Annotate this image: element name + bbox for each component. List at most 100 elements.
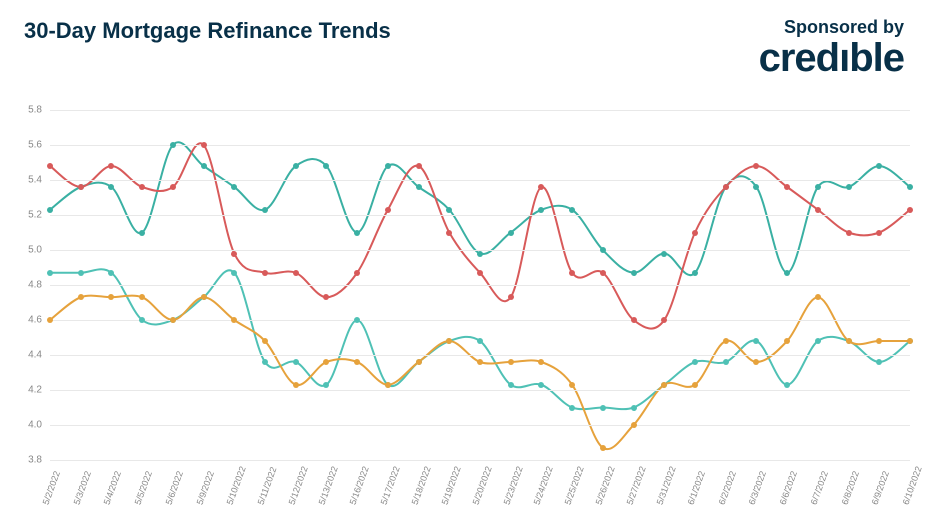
data-point [139,294,145,300]
gridline [50,215,910,216]
data-point [569,207,575,213]
data-point [446,230,452,236]
data-point [47,207,53,213]
data-point [293,359,299,365]
series-line-series-d [50,296,910,450]
x-tick-label: 5/18/2022 [409,465,432,506]
x-tick-label: 5/24/2022 [532,465,555,506]
y-tick-label: 4.8 [28,280,42,291]
data-point [631,405,637,411]
y-tick-label: 4.2 [28,385,42,396]
y-tick-label: 5.0 [28,245,42,256]
data-point [815,207,821,213]
data-point [78,294,84,300]
x-tick-label: 5/17/2022 [378,465,401,506]
x-tick-label: 5/3/2022 [71,470,92,506]
data-point [876,230,882,236]
data-point [262,338,268,344]
data-point [231,270,237,276]
data-point [323,163,329,169]
data-point [201,163,207,169]
data-point [293,270,299,276]
x-tick-label: 5/20/2022 [471,465,494,506]
sponsor-block: Sponsored by credıble [759,18,904,79]
y-tick-label: 5.4 [28,175,42,186]
x-tick-label: 5/31/2022 [655,465,678,506]
data-point [139,184,145,190]
data-point [600,445,606,451]
x-tick-label: 5/25/2022 [563,465,586,506]
data-point [293,163,299,169]
data-point [231,251,237,257]
data-point [815,338,821,344]
x-tick-label: 5/6/2022 [163,470,184,506]
data-point [692,382,698,388]
data-point [815,294,821,300]
y-tick-label: 4.0 [28,420,42,431]
x-tick-label: 5/10/2022 [225,465,248,506]
data-point [723,359,729,365]
sponsor-logo: credıble [759,37,904,79]
data-point [47,163,53,169]
x-tick-label: 5/26/2022 [593,465,616,506]
data-point [139,317,145,323]
x-tick-label: 5/5/2022 [133,470,154,506]
y-tick-label: 5.8 [28,105,42,116]
data-point [661,317,667,323]
data-point [385,163,391,169]
data-point [538,382,544,388]
data-point [201,294,207,300]
data-point [753,338,759,344]
data-point [262,207,268,213]
data-point [784,184,790,190]
data-point [170,184,176,190]
gridline [50,110,910,111]
data-point [446,207,452,213]
data-point [631,270,637,276]
data-point [108,184,114,190]
x-tick-label: 6/1/2022 [686,470,707,506]
data-point [753,184,759,190]
data-point [78,184,84,190]
data-point [416,163,422,169]
data-point [108,294,114,300]
header: 30-Day Mortgage Refinance Trends Sponsor… [0,0,932,87]
data-point [600,270,606,276]
data-point [385,207,391,213]
data-point [784,382,790,388]
x-tick-label: 5/27/2022 [624,465,647,506]
data-point [876,359,882,365]
data-point [784,270,790,276]
data-point [354,230,360,236]
data-point [323,359,329,365]
x-tick-label: 5/19/2022 [440,465,463,506]
data-point [170,142,176,148]
gridline [50,180,910,181]
data-point [231,317,237,323]
data-point [846,230,852,236]
data-point [508,382,514,388]
y-tick-label: 4.4 [28,350,42,361]
data-point [538,359,544,365]
series-line-series-b [50,143,910,328]
gridline [50,355,910,356]
x-tick-label: 5/11/2022 [256,466,279,506]
data-point [477,359,483,365]
data-point [323,382,329,388]
data-point [416,184,422,190]
x-tick-label: 5/16/2022 [348,465,371,506]
x-tick-label: 6/3/2022 [747,470,768,506]
gridline [50,145,910,146]
data-point [508,294,514,300]
y-tick-label: 5.2 [28,210,42,221]
data-point [846,184,852,190]
data-point [262,270,268,276]
x-tick-label: 5/9/2022 [194,470,215,506]
sponsor-label: Sponsored by [759,18,904,37]
data-point [846,338,852,344]
x-tick-label: 6/6/2022 [778,470,799,506]
data-point [784,338,790,344]
data-point [47,317,53,323]
x-tick-label: 6/2/2022 [716,470,737,506]
x-tick-label: 5/12/2022 [286,465,309,506]
